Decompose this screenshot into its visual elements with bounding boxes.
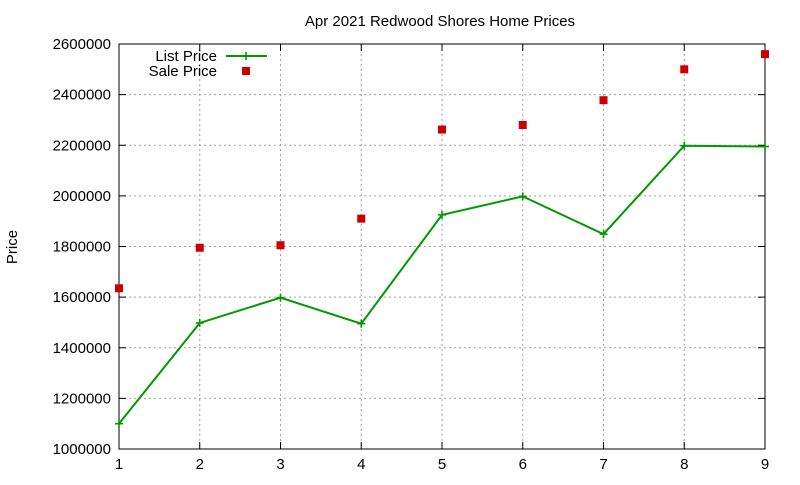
y-tick-label: 1800000 — [53, 239, 111, 256]
y-tick-label: 2400000 — [53, 87, 111, 104]
sale-price-point — [438, 125, 446, 134]
chart-title: Apr 2021 Redwood Shores Home Prices — [305, 13, 575, 30]
x-tick-label: 6 — [519, 456, 527, 473]
series-layer — [115, 50, 769, 428]
x-tick-label: 2 — [196, 456, 204, 473]
x-tick-label: 3 — [276, 456, 284, 473]
legend-plus-marker — [242, 52, 250, 60]
series-sale-price — [115, 50, 769, 293]
sale-price-point — [761, 50, 769, 59]
list-price-point — [599, 230, 608, 239]
list-price-point — [761, 142, 769, 151]
sale-price-point — [680, 65, 689, 74]
y-tick-label: 2000000 — [53, 188, 111, 205]
list-price-point — [518, 192, 527, 201]
y-tick-label: 1400000 — [53, 340, 111, 357]
sale-price-point — [357, 214, 366, 223]
grid-layer — [119, 44, 765, 449]
x-tick-label: 5 — [438, 456, 446, 473]
y-tick-label: 1200000 — [53, 390, 111, 407]
list-price-point — [115, 419, 123, 428]
list-price-point — [680, 141, 689, 150]
x-tick-label: 1 — [115, 456, 123, 473]
x-tick-label: 7 — [599, 456, 607, 473]
legend-label: Sale Price — [149, 63, 217, 80]
legend-label: List Price — [155, 48, 217, 65]
y-axis-label: Price — [4, 230, 21, 264]
x-tick-label: 4 — [357, 456, 365, 473]
sale-price-point — [195, 243, 204, 252]
series-list-price — [115, 141, 769, 428]
y-tick-label: 1600000 — [53, 289, 111, 306]
list-price-point — [357, 319, 366, 328]
list-price-point — [195, 318, 204, 327]
sale-price-point — [276, 241, 285, 250]
tick-layer: 1000000 1200000 1400000 1600000 1800000 20000… — [53, 36, 770, 473]
legend-square-marker — [242, 67, 250, 75]
sale-price-point — [518, 121, 527, 129]
y-tick-label: 1000000 — [53, 441, 111, 458]
x-tick-label: 8 — [680, 456, 688, 473]
x-tick-label: 9 — [761, 456, 769, 473]
sale-price-point — [599, 96, 608, 105]
y-tick-label: 2600000 — [53, 36, 111, 53]
y-tick-label: 2200000 — [53, 137, 111, 154]
list-price-point — [438, 210, 446, 219]
sale-price-point — [115, 284, 123, 293]
list-price-point — [276, 293, 285, 302]
